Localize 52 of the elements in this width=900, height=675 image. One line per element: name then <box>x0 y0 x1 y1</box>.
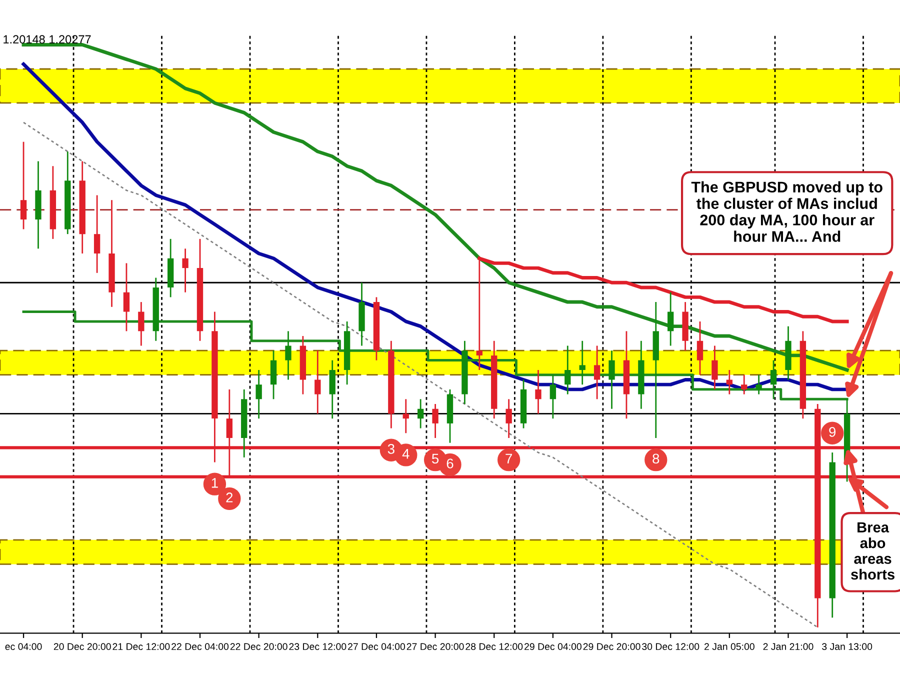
annotation: Brea abo areas shorts <box>851 522 894 580</box>
text: 9 <box>829 427 836 437</box>
text: 4 <box>402 449 410 459</box>
candlestick <box>564 345 571 395</box>
candlestick <box>741 374 748 395</box>
x-tick-label: 23 Dec 12:00 <box>289 643 346 650</box>
candlestick <box>256 369 262 420</box>
candlestick <box>418 398 424 429</box>
x-tick-label: 27 Dec 20:00 <box>406 643 464 650</box>
x-tick-label: 28 Dec 12:00 <box>466 643 523 650</box>
candlestick <box>285 330 292 380</box>
text: 1 <box>212 478 218 488</box>
candlestick <box>182 248 188 294</box>
candlestick <box>432 403 438 439</box>
text: 7 <box>506 454 512 464</box>
text: 6 <box>446 458 454 468</box>
candlestick <box>402 398 409 434</box>
x-tick-label: 29 Dec 20:00 <box>583 643 640 650</box>
x-tick-label: 2 Jan 05:00 <box>704 643 754 650</box>
annotation: The GBPUSD moved up to the cluster of MAs includ 200 day MA, 100 hour ar hour MA... And <box>691 181 882 242</box>
candlestick <box>594 345 600 400</box>
x-tick-label: 30 Dec 12:00 <box>642 643 700 650</box>
x-tick-label: 3 Jan 13:00 <box>822 643 872 650</box>
x-tick-label: 29 Dec 04:00 <box>524 643 582 650</box>
candlestick <box>579 340 586 386</box>
candlestick <box>123 262 130 332</box>
candlestick <box>506 398 512 439</box>
x-tick-label: 2 Jan 21:00 <box>763 643 814 650</box>
candlestick <box>20 141 27 230</box>
candlestick <box>314 350 321 414</box>
text: 8 <box>652 454 660 464</box>
candlestick <box>756 374 762 395</box>
x-tick-label: 22 Dec 20:00 <box>230 643 288 650</box>
candlestick <box>608 350 615 410</box>
candlestick <box>712 345 718 390</box>
x-tick-label: ec 04:00 <box>5 643 42 650</box>
x-tick-label: 21 Dec 12:00 <box>112 643 170 650</box>
text: 1.20148 1.20277 <box>4 35 91 44</box>
candlestick <box>94 194 100 274</box>
candlestick <box>770 360 777 400</box>
x-tick-label: 27 Dec 04:00 <box>348 643 406 650</box>
candlestick <box>535 369 542 414</box>
candlestick <box>726 369 732 395</box>
candlestick <box>138 301 144 346</box>
text: 5 <box>432 454 439 464</box>
text: 3 <box>388 444 394 454</box>
x-tick-label: 20 Dec 20:00 <box>54 643 111 650</box>
text: 2 <box>226 492 233 502</box>
candlestick <box>696 320 704 376</box>
x-tick-label: 22 Dec 04:00 <box>172 643 229 650</box>
candlestick <box>550 374 556 420</box>
candlestick <box>668 292 674 346</box>
